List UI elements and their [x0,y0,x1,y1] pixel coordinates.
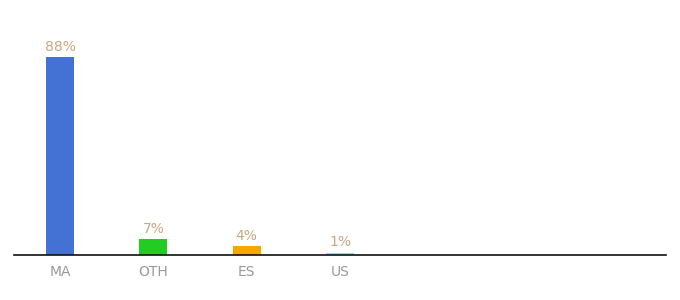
Text: 1%: 1% [329,236,351,249]
Bar [46,57,74,255]
Text: 7%: 7% [143,222,165,236]
Text: 4%: 4% [236,229,258,243]
Bar [139,239,167,255]
Bar [326,253,354,255]
Text: 88%: 88% [45,40,75,54]
Bar [233,246,260,255]
